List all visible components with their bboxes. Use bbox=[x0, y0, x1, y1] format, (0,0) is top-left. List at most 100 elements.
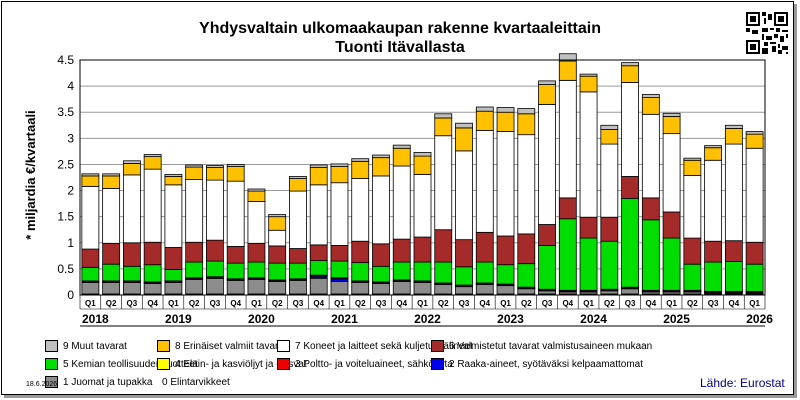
bar-segment bbox=[330, 163, 349, 167]
y-tick-label: 1.5 bbox=[57, 210, 74, 224]
bar-segment bbox=[683, 263, 702, 291]
legend-item: 3 Poltto- ja voiteluaineet, sähkövirta bbox=[277, 357, 453, 371]
bar-segment bbox=[579, 216, 598, 239]
bar-segment bbox=[206, 179, 224, 241]
bar-segment bbox=[413, 155, 432, 175]
y-tick-label: 0.5 bbox=[57, 262, 74, 276]
x-tick-label: Q4 bbox=[562, 299, 573, 308]
y-tick-label: 2 bbox=[67, 184, 74, 198]
bar-segment bbox=[268, 216, 287, 231]
bar-segment bbox=[434, 117, 453, 137]
bar-segment bbox=[226, 262, 245, 280]
legend-swatch bbox=[157, 340, 170, 352]
bar-segment bbox=[372, 175, 390, 245]
bar-segment bbox=[122, 282, 141, 295]
bar-segment bbox=[558, 79, 577, 199]
bar-segment bbox=[683, 175, 702, 239]
bar-segment bbox=[81, 175, 100, 187]
x-tick-label: Q1 bbox=[168, 299, 179, 308]
x-tick-label: Q1 bbox=[334, 299, 345, 308]
bar-segment bbox=[683, 157, 702, 161]
bar-segment bbox=[641, 113, 660, 199]
bar-segment bbox=[455, 239, 473, 268]
year-label: 2019 bbox=[165, 312, 192, 326]
bar-segment bbox=[330, 182, 349, 246]
bar-segment bbox=[289, 190, 307, 249]
bar-segment bbox=[579, 73, 598, 77]
bar-segment bbox=[475, 231, 494, 263]
bar-segment bbox=[351, 240, 370, 264]
bar-segment bbox=[351, 262, 370, 282]
y-tick-label: 3 bbox=[67, 131, 74, 145]
bar-segment bbox=[185, 241, 204, 263]
y-tick-label: 1 bbox=[67, 236, 74, 250]
x-tick-label: Q2 bbox=[521, 299, 532, 308]
bar-segment bbox=[621, 82, 639, 177]
bar-segment bbox=[704, 159, 723, 242]
bar-segment bbox=[351, 178, 370, 242]
bar-segment bbox=[226, 279, 245, 295]
bar-segment bbox=[226, 164, 245, 167]
bar-segment bbox=[600, 124, 619, 130]
bar-segment bbox=[538, 80, 556, 85]
bar-segment bbox=[392, 144, 411, 149]
bar-segment bbox=[289, 262, 307, 280]
bar-segment bbox=[372, 154, 390, 159]
bar-segment bbox=[268, 262, 287, 281]
bar-segment bbox=[122, 242, 141, 267]
bar-segment bbox=[455, 122, 473, 129]
bar-segment bbox=[579, 237, 598, 291]
bar-segment bbox=[372, 243, 390, 267]
bar-segment bbox=[538, 84, 556, 105]
bar-segment bbox=[600, 143, 619, 218]
x-tick-label: Q1 bbox=[749, 299, 760, 308]
legend-label: 2 Raaka-aineet, syötäväksi kelpaamattoma… bbox=[449, 358, 643, 370]
chart-title: Yhdysvaltain ulkomaakaupan rakenne kvart… bbox=[199, 20, 601, 37]
bar-segment bbox=[724, 128, 743, 145]
bar-segment bbox=[475, 261, 494, 284]
bar-segment bbox=[143, 156, 162, 170]
bar-segment bbox=[143, 154, 162, 158]
x-tick-label: Q1 bbox=[85, 299, 96, 308]
bar-segment bbox=[392, 261, 411, 281]
year-label: 2023 bbox=[497, 312, 524, 326]
x-tick-label: Q3 bbox=[542, 299, 553, 308]
bar-segment bbox=[641, 197, 660, 221]
bar-segment bbox=[621, 288, 639, 295]
bar-segment bbox=[455, 266, 473, 286]
bar-segment bbox=[351, 158, 370, 162]
x-tick-label: Q4 bbox=[479, 299, 490, 308]
bar-segment bbox=[579, 91, 598, 218]
legend-item: 6 Valmistetut tavarat valmistusaineen mu… bbox=[431, 339, 652, 353]
bar-segment bbox=[745, 131, 764, 135]
bar-segment bbox=[164, 269, 183, 282]
date-label: 18.6.2026 bbox=[26, 381, 58, 388]
bar-segment bbox=[185, 278, 204, 295]
bar-segment bbox=[745, 133, 764, 149]
bar-segment bbox=[185, 179, 204, 243]
bar-segment bbox=[517, 288, 536, 295]
bar-segment bbox=[143, 283, 162, 295]
bar-segment bbox=[683, 237, 702, 265]
bar-segment bbox=[745, 241, 764, 265]
bar-segment bbox=[475, 130, 494, 233]
bar-segment bbox=[330, 244, 349, 262]
year-label: 2025 bbox=[663, 312, 690, 326]
bar-segment bbox=[289, 279, 307, 295]
bar-segment bbox=[247, 242, 266, 263]
bar-segment bbox=[413, 236, 432, 263]
x-tick-label: Q4 bbox=[230, 299, 241, 308]
x-tick-label: Q3 bbox=[625, 299, 636, 308]
x-tick-label: Q3 bbox=[376, 299, 387, 308]
bar-segment bbox=[413, 261, 432, 282]
bar-segment bbox=[164, 184, 183, 248]
x-tick-label: Q2 bbox=[355, 299, 366, 308]
legend-label: 9 Muut tavarat bbox=[63, 340, 127, 352]
legend-swatch bbox=[157, 358, 170, 370]
year-label: 2024 bbox=[580, 312, 607, 326]
bar-segment bbox=[81, 282, 100, 295]
bar-segment bbox=[496, 235, 515, 266]
bar-segment bbox=[102, 188, 121, 244]
bar-segment bbox=[662, 211, 681, 239]
bar-segment bbox=[372, 157, 390, 177]
